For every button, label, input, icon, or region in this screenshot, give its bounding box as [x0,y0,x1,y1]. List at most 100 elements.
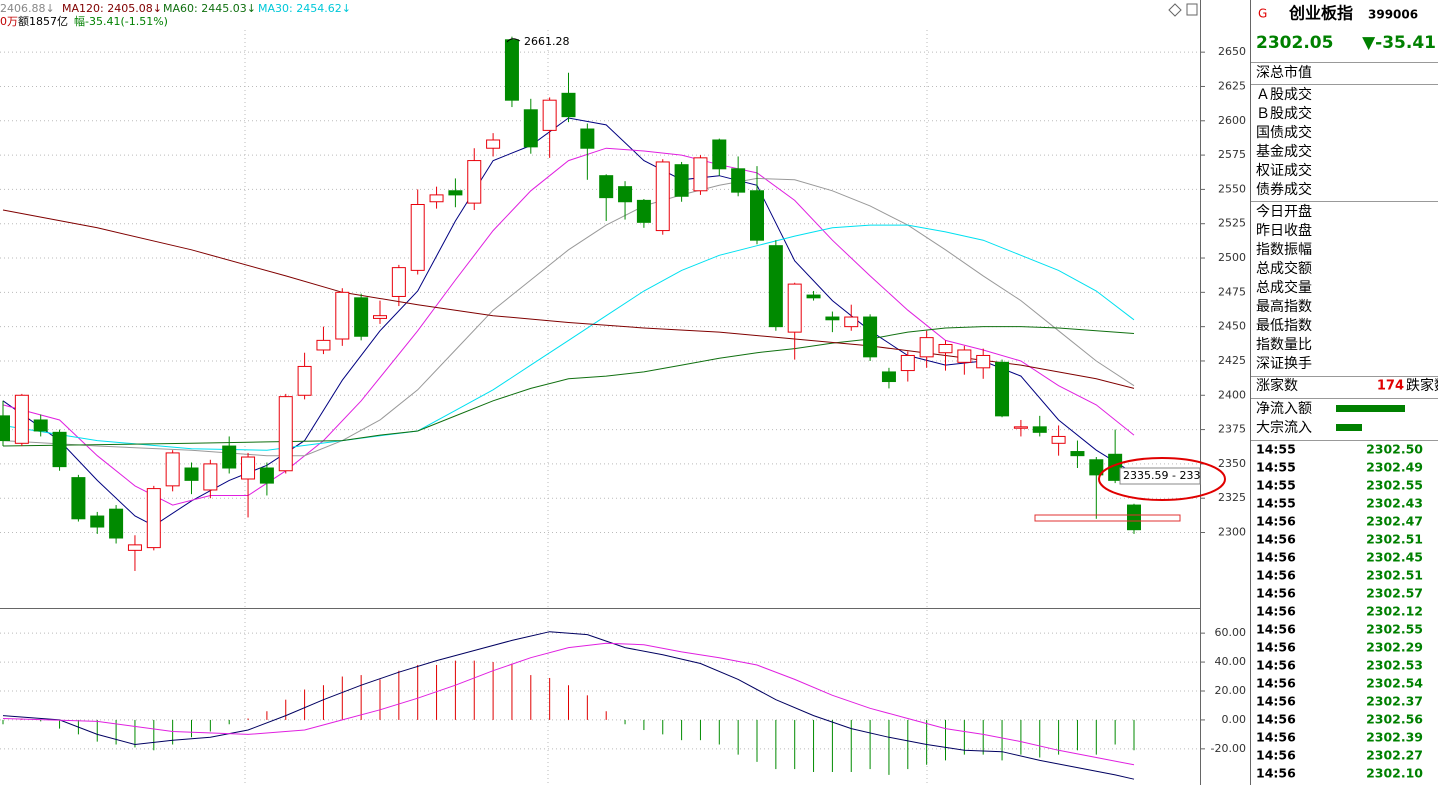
tick-time: 14:55 [1256,478,1296,493]
tick-price: 2302.47 [1366,514,1423,529]
annotations: 2661.28 2335.59 - 233 [506,35,1226,522]
field-label: 总成交额 [1256,260,1312,277]
candle-body [787,283,802,333]
tick-price: 2302.43 [1366,496,1423,511]
candle-body [1032,426,1047,433]
tick-price: 2302.45 [1366,550,1423,565]
candle-body [1013,426,1028,429]
field-label: 最高指数 [1256,298,1312,315]
quote-panel: G 创业板指 399006 2302.05 ▼-35.41 涨家数 174 跌家… [1251,4,1438,781]
candle-body [580,128,595,149]
field-label: 深证换手 [1256,355,1312,372]
field-label: 债券成交 [1256,181,1312,198]
y-tick-label: 2450 [1218,320,1246,333]
y-tick-label: 2325 [1218,491,1246,504]
candle-body [429,194,444,203]
candle-body [976,354,991,369]
candle-body [448,190,463,196]
indicator-line [2,326,1135,447]
candle-body [1089,459,1104,476]
header-legend: 2406.88↓ MA120: 2405.08↓ MA60: 2445.03↓ … [0,2,351,28]
field-label: Ｂ股成交 [1256,105,1312,122]
tick-price: 2302.57 [1366,586,1423,601]
range-label: 2335.59 - 233 [1123,469,1200,482]
flow-label: 净流入额 [1256,401,1312,417]
tick-time: 14:56 [1256,568,1296,583]
icon-window[interactable] [1186,3,1198,16]
tick-time: 14:56 [1256,640,1296,655]
y-tick-label: 2475 [1218,285,1246,298]
flow-bar [1336,405,1405,412]
candle-body [146,488,161,549]
y-tick-label: 2525 [1218,217,1246,230]
legend-item: MA120: 2405.08↓ [62,2,162,15]
field-label: 国债成交 [1256,124,1312,141]
volume-text: 0万 [0,15,18,28]
candle-body [712,139,727,170]
index-code: 399006 [1368,8,1418,22]
candle-body [542,99,557,131]
field-label: 最低指数 [1256,318,1312,334]
candle-body [938,343,953,354]
candle-body [844,316,859,328]
field-label: 今日开盘 [1256,203,1312,220]
tick-time: 14:56 [1256,586,1296,601]
tick-time: 14:56 [1256,694,1296,709]
tick-time: 14:56 [1256,532,1296,547]
y-tick-label: 40.00 [1215,655,1247,668]
tick-price: 2302.50 [1366,442,1423,457]
candle-body [995,361,1010,417]
y-tick-label: 2575 [1218,148,1246,161]
tick-price: 2302.55 [1366,478,1423,493]
candle-body [410,203,425,271]
candle-body [52,431,67,468]
candle-body [957,349,972,363]
tick-time: 14:56 [1256,712,1296,727]
y-tick-label: 0.00 [1222,713,1247,726]
indicator-line [2,631,1135,780]
breadth-up-label: 涨家数 [1256,377,1298,394]
candle-body [222,445,237,469]
candle-body [486,139,501,149]
amount-text: 额1857亿 [18,15,68,28]
y-tick-label: 2650 [1218,45,1246,58]
candle-body [693,157,708,192]
candle-body [391,267,406,297]
candle-body [599,175,614,199]
candle-body [1051,435,1066,444]
breadth-up-count: 174 [1377,379,1404,394]
last-price: 2302.05 [1256,33,1333,53]
breadth-down-label: 跌家数 [1406,377,1438,394]
candle-body [335,291,350,340]
y-tick-label: 20.00 [1215,684,1247,697]
candle-body [297,365,312,396]
candle-body [278,396,293,472]
candle-body [674,164,689,197]
icon-diamond[interactable] [1168,3,1182,17]
candle-body [14,394,29,444]
y-tick-label: 2300 [1218,526,1246,539]
y-tick-label: 60.00 [1215,626,1247,639]
y-tick-label: 2425 [1218,354,1246,367]
y-tick-label: 2625 [1218,79,1246,92]
tick-time: 14:55 [1256,496,1296,511]
candle-body [316,339,331,351]
candle-body [618,186,633,203]
candle-body [881,371,896,383]
tick-price: 2302.56 [1366,712,1423,727]
field-label: 深总市值 [1256,64,1312,81]
candle-body [750,190,764,241]
candle-body [33,419,48,432]
flow-label: 大宗流入 [1256,420,1312,436]
tick-time: 14:56 [1256,604,1296,619]
candle-body [825,316,840,321]
candle-body [919,337,934,358]
field-label: Ａ股成交 [1256,86,1312,103]
candle-body [467,160,482,204]
tick-time: 14:56 [1256,676,1296,691]
tick-time: 14:56 [1256,766,1296,781]
candle-body [1127,504,1141,531]
candle-body [109,508,124,539]
candle-body [184,467,199,481]
legend-item: 2406.88↓ [0,2,55,15]
